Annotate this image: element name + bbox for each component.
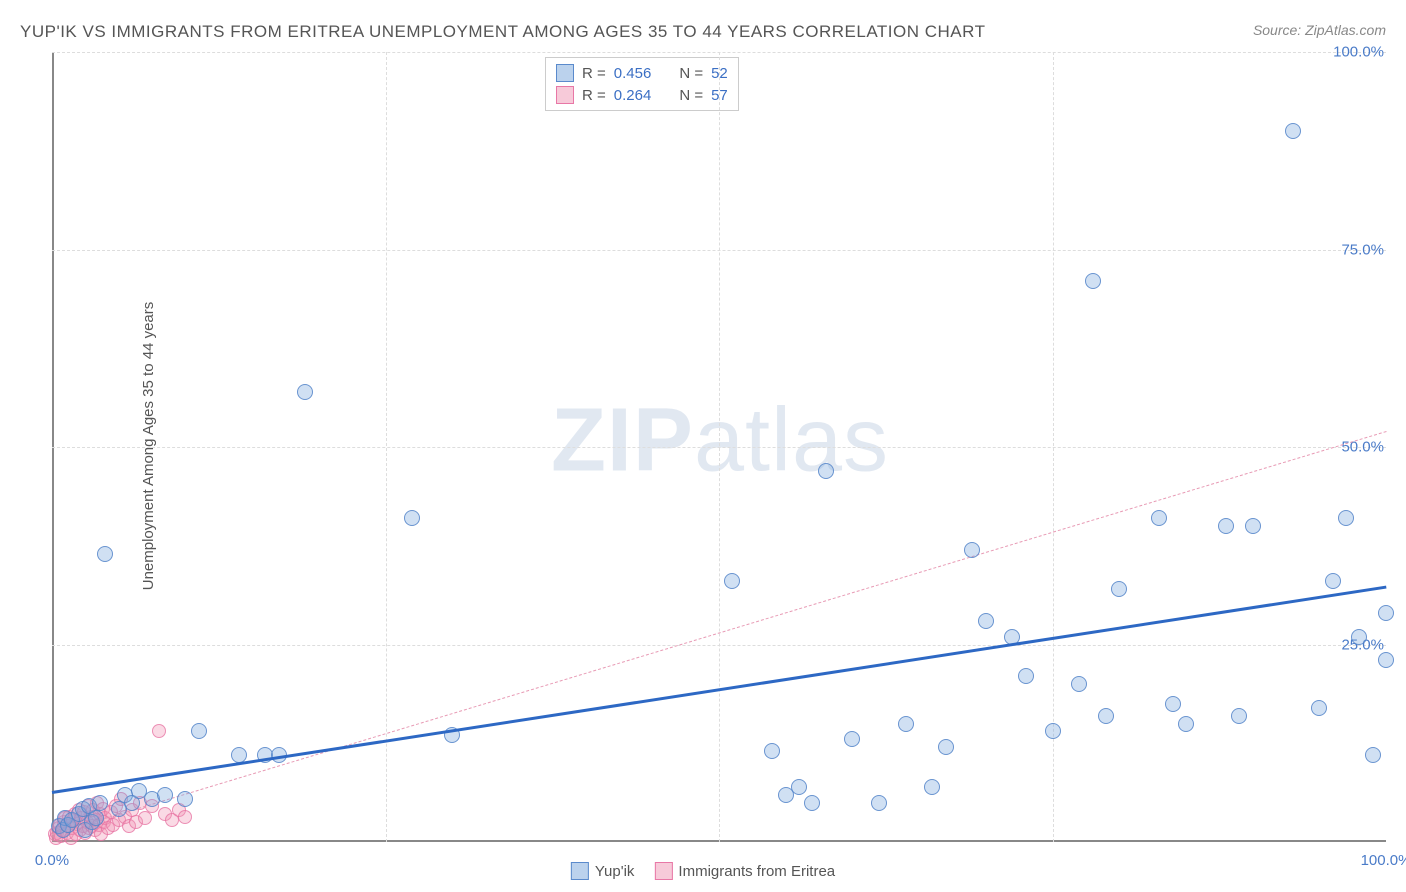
- scatter-marker-blue: [1245, 518, 1261, 534]
- r-label: R =: [582, 87, 606, 104]
- scatter-marker-blue: [1351, 629, 1367, 645]
- scatter-marker-blue: [404, 510, 420, 526]
- stats-legend-row: R =0.456N =52: [556, 62, 728, 84]
- x-tick-label: 100.0%: [1361, 852, 1406, 869]
- scatter-marker-blue: [1045, 723, 1061, 739]
- gridline-v: [386, 52, 387, 842]
- legend-swatch-blue: [556, 64, 574, 82]
- scatter-marker-blue: [191, 723, 207, 739]
- scatter-marker-blue: [964, 542, 980, 558]
- scatter-marker-blue: [924, 779, 940, 795]
- legend-label: Yup'ik: [595, 863, 635, 880]
- source-label: Source: ZipAtlas.com: [1253, 22, 1386, 38]
- y-tick-label: 75.0%: [1341, 241, 1384, 258]
- scatter-marker-blue: [97, 546, 113, 562]
- stats-legend: R =0.456N =52R =0.264N =57: [545, 57, 739, 111]
- bottom-legend: Yup'ik Immigrants from Eritrea: [571, 862, 835, 880]
- legend-item-pink: Immigrants from Eritrea: [654, 862, 835, 880]
- scatter-marker-blue: [871, 795, 887, 811]
- watermark: ZIPatlas: [551, 389, 889, 492]
- r-label: R =: [582, 65, 606, 82]
- scatter-marker-blue: [1325, 573, 1341, 589]
- scatter-marker-blue: [1378, 652, 1394, 668]
- watermark-light: atlas: [694, 390, 889, 490]
- r-value: 0.264: [614, 87, 652, 104]
- scatter-marker-blue: [92, 795, 108, 811]
- scatter-marker-blue: [1378, 605, 1394, 621]
- scatter-marker-blue: [1098, 708, 1114, 724]
- scatter-marker-blue: [898, 716, 914, 732]
- legend-swatch-pink: [556, 86, 574, 104]
- scatter-marker-blue: [818, 463, 834, 479]
- scatter-marker-blue: [1111, 581, 1127, 597]
- scatter-marker-pink: [152, 724, 166, 738]
- y-tick-label: 50.0%: [1341, 439, 1384, 456]
- legend-item-blue: Yup'ik: [571, 862, 635, 880]
- n-label: N =: [679, 87, 703, 104]
- scatter-marker-blue: [1178, 716, 1194, 732]
- scatter-marker-blue: [1218, 518, 1234, 534]
- scatter-marker-blue: [1151, 510, 1167, 526]
- n-label: N =: [679, 65, 703, 82]
- watermark-bold: ZIP: [551, 390, 694, 490]
- y-tick-label: 100.0%: [1333, 44, 1384, 61]
- scatter-marker-blue: [1085, 273, 1101, 289]
- scatter-marker-blue: [1338, 510, 1354, 526]
- scatter-marker-blue: [177, 791, 193, 807]
- scatter-marker-blue: [1311, 700, 1327, 716]
- scatter-marker-blue: [938, 739, 954, 755]
- scatter-marker-blue: [724, 573, 740, 589]
- legend-label: Immigrants from Eritrea: [678, 863, 835, 880]
- scatter-marker-blue: [1285, 123, 1301, 139]
- scatter-marker-blue: [1365, 747, 1381, 763]
- scatter-marker-blue: [297, 384, 313, 400]
- r-value: 0.456: [614, 65, 652, 82]
- scatter-marker-blue: [844, 731, 860, 747]
- scatter-marker-blue: [157, 787, 173, 803]
- scatter-marker-blue: [88, 810, 104, 826]
- chart-title: YUP'IK VS IMMIGRANTS FROM ERITREA UNEMPL…: [20, 22, 986, 42]
- scatter-marker-blue: [804, 795, 820, 811]
- scatter-marker-blue: [978, 613, 994, 629]
- stats-legend-row: R =0.264N =57: [556, 84, 728, 106]
- gridline-v: [719, 52, 720, 842]
- scatter-marker-blue: [791, 779, 807, 795]
- scatter-marker-blue: [1231, 708, 1247, 724]
- scatter-marker-blue: [1071, 676, 1087, 692]
- scatter-marker-pink: [178, 810, 192, 824]
- scatter-marker-blue: [1018, 668, 1034, 684]
- scatter-marker-blue: [1165, 696, 1181, 712]
- legend-swatch-pink: [654, 862, 672, 880]
- x-tick-label: 0.0%: [35, 852, 69, 869]
- scatter-marker-blue: [764, 743, 780, 759]
- legend-swatch-blue: [571, 862, 589, 880]
